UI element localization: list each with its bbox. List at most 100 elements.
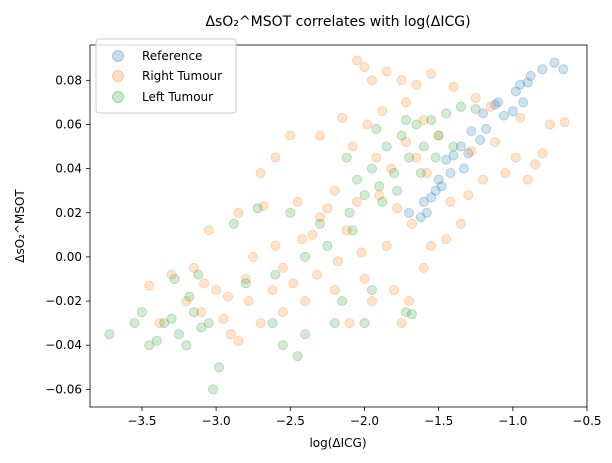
point-right-tumour-36 <box>233 335 244 346</box>
point-left-tumour-21 <box>329 318 340 329</box>
chart-title: ΔsO₂^MSOT correlates with log(ΔICG) <box>205 14 470 30</box>
point-right-tumour-56 <box>377 106 388 117</box>
point-right-tumour-9 <box>485 101 496 112</box>
y-tick-label: −0.02 <box>45 294 82 308</box>
point-left-tumour-28 <box>252 203 263 214</box>
point-right-tumour-49 <box>441 234 452 245</box>
point-right-tumour-82 <box>199 278 210 289</box>
point-right-tumour-45 <box>396 318 407 329</box>
y-tick-label: 0.04 <box>55 162 82 176</box>
point-reference-13 <box>481 123 492 134</box>
point-left-tumour-3 <box>144 340 155 351</box>
point-left-tumour-18 <box>277 340 288 351</box>
point-reference-12 <box>478 108 489 119</box>
point-right-tumour-75 <box>341 225 352 236</box>
point-right-tumour-60 <box>411 152 422 163</box>
point-right-tumour-8 <box>470 93 481 104</box>
point-right-tumour-70 <box>374 190 385 201</box>
point-left-tumour-26 <box>366 284 377 295</box>
point-right-tumour-76 <box>332 256 343 267</box>
point-right-tumour-81 <box>222 291 233 302</box>
point-left-tumour-41 <box>403 152 414 163</box>
y-tick-label: 0.00 <box>55 250 82 264</box>
x-tick-label: −1.5 <box>424 414 453 428</box>
point-right-tumour-42 <box>366 295 377 306</box>
point-right-tumour-21 <box>255 167 266 178</box>
y-tick-label: −0.06 <box>45 382 82 396</box>
point-left-tumour-1 <box>129 318 140 329</box>
point-right-tumour-57 <box>362 119 373 130</box>
plot-area <box>104 55 570 395</box>
point-right-tumour-78 <box>288 278 299 289</box>
point-left-tumour-36 <box>411 119 422 130</box>
point-left-tumour-34 <box>381 141 392 152</box>
x-tick-label: −3.0 <box>202 414 231 428</box>
point-left-tumour-42 <box>389 167 400 178</box>
point-left-tumour-37 <box>426 115 437 126</box>
point-right-tumour-69 <box>351 196 362 207</box>
point-right-tumour-20 <box>270 152 281 163</box>
point-reference-16 <box>455 141 466 152</box>
axes-frame <box>89 44 588 408</box>
legend-marker-left-tumour <box>112 91 124 103</box>
point-left-tumour-2 <box>136 307 147 318</box>
point-left-tumour-49 <box>377 196 388 207</box>
point-reference-9 <box>489 99 500 110</box>
point-left-tumour-20 <box>300 329 311 340</box>
point-reference-11 <box>498 110 509 121</box>
point-right-tumour-83 <box>371 152 382 163</box>
point-left-tumour-39 <box>455 101 466 112</box>
point-right-tumour-64 <box>211 284 222 295</box>
point-right-tumour-16 <box>500 167 511 178</box>
point-reference-7 <box>518 97 529 108</box>
point-right-tumour-33 <box>218 313 229 324</box>
point-right-tumour-1 <box>359 62 370 73</box>
point-right-tumour-74 <box>356 247 367 258</box>
point-right-tumour-10 <box>515 112 526 123</box>
point-left-tumour-9 <box>188 307 199 318</box>
point-left-tumour-33 <box>366 163 377 174</box>
point-left-tumour-17 <box>267 318 278 329</box>
point-right-tumour-89 <box>510 152 521 163</box>
point-left-tumour-32 <box>351 174 362 185</box>
point-right-tumour-32 <box>196 307 207 318</box>
point-right-tumour-27 <box>307 229 318 240</box>
point-left-tumour-16 <box>193 269 204 280</box>
point-right-tumour-39 <box>300 295 311 306</box>
point-right-tumour-85 <box>421 167 432 178</box>
point-right-tumour-29 <box>166 269 177 280</box>
point-reference-27 <box>403 207 414 218</box>
point-reference-10 <box>507 106 518 117</box>
point-left-tumour-27 <box>285 207 296 218</box>
point-left-tumour-46 <box>433 130 444 141</box>
point-right-tumour-26 <box>329 185 340 196</box>
point-left-tumour-59 <box>341 152 352 163</box>
point-left-tumour-23 <box>359 318 370 329</box>
y-tick-label: 0.08 <box>55 73 82 87</box>
point-reference-2 <box>537 64 548 75</box>
point-reference-6 <box>510 86 521 97</box>
point-right-tumour-59 <box>386 163 397 174</box>
point-right-tumour-77 <box>311 269 322 280</box>
y-axis-ticks: −0.06 −0.04 −0.02 0.00 0.02 0.04 0.06 0.08 <box>45 73 90 396</box>
x-axis-label: log(ΔICG) <box>309 436 366 450</box>
point-reference-3 <box>525 70 536 81</box>
y-axis-label: ΔsO₂^MSOT <box>13 189 27 263</box>
point-right-tumour-18 <box>314 130 325 141</box>
point-right-tumour-30 <box>144 280 155 291</box>
point-left-tumour-11 <box>203 318 214 329</box>
point-right-tumour-34 <box>154 318 165 329</box>
point-right-tumour-35 <box>225 329 236 340</box>
point-reference-15 <box>475 134 486 145</box>
point-right-tumour-79 <box>267 284 278 295</box>
point-right-tumour-66 <box>248 251 259 262</box>
point-right-tumour-80 <box>243 295 254 306</box>
point-right-tumour-28 <box>277 262 288 273</box>
point-reference-0 <box>549 57 560 68</box>
point-right-tumour-5 <box>426 68 437 79</box>
point-right-tumour-23 <box>258 201 269 212</box>
point-left-tumour-55 <box>415 167 426 178</box>
point-left-tumour-31 <box>344 207 355 218</box>
point-right-tumour-37 <box>255 318 266 329</box>
point-left-tumour-15 <box>169 273 180 284</box>
